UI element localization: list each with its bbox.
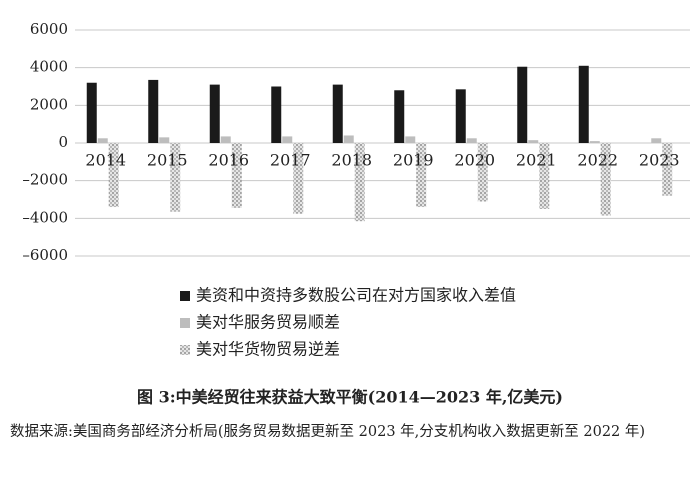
- bar: [220, 136, 231, 143]
- bar: [578, 65, 589, 143]
- bar: [170, 143, 181, 212]
- bar: [600, 143, 611, 216]
- x-tick-label: 2018: [331, 151, 372, 170]
- bar: [455, 89, 466, 143]
- bar: [108, 143, 119, 208]
- x-tick-label: 2017: [270, 151, 311, 170]
- bar: [466, 138, 477, 143]
- x-tick-label: 2014: [85, 151, 126, 170]
- bar: [282, 136, 293, 143]
- y-tick-label: –2000: [22, 171, 68, 189]
- bar: [662, 143, 673, 196]
- bar: [343, 135, 354, 143]
- legend-label: 美资和中资持多数股公司在对方国家收入差值: [196, 286, 516, 305]
- bar: [528, 140, 539, 143]
- x-tick-label: 2022: [577, 151, 618, 170]
- bar: [148, 79, 159, 143]
- bar: [416, 143, 427, 208]
- bar: [517, 66, 528, 143]
- bar: [97, 138, 108, 143]
- y-tick-label: –6000: [22, 246, 68, 264]
- legend-label: 美对华货物贸易逆差: [196, 340, 340, 359]
- bar: [293, 143, 304, 214]
- legend-swatch: [180, 345, 190, 355]
- bar: [539, 143, 550, 209]
- bar: [394, 90, 405, 143]
- source-note: 数据来源:美国商务部经济分析局(服务贸易数据更新至 2023 年,分支机构收入数…: [10, 424, 646, 440]
- y-tick-label: –4000: [22, 208, 68, 226]
- legend-label: 美对华服务贸易顺差: [196, 313, 340, 332]
- bar: [405, 136, 416, 143]
- bar: [231, 143, 242, 208]
- y-tick-label: 6000: [30, 20, 68, 38]
- legend-swatch: [180, 318, 190, 328]
- chart: 图 3:中美经贸往来获益大致平衡(2014—2023 年,亿美元) –6000 –…: [22, 20, 690, 407]
- x-tick-label: 2023: [639, 151, 680, 170]
- y-tick-label: 4000: [30, 58, 68, 76]
- bar: [86, 82, 97, 143]
- y-tick-label: 2000: [30, 95, 68, 113]
- x-tick-label: 2016: [208, 151, 249, 170]
- bar: [651, 138, 662, 143]
- y-tick-label: 0: [58, 133, 68, 151]
- bar: [209, 84, 220, 143]
- bar: [271, 86, 282, 143]
- x-tick-label: 2019: [393, 151, 434, 170]
- bar: [354, 143, 365, 222]
- chart-title: 图 3:中美经贸往来获益大致平衡(2014—2023 年,亿美元): [137, 388, 563, 407]
- bar: [332, 84, 343, 143]
- bar: [159, 137, 170, 143]
- x-tick-label: 2021: [516, 151, 557, 170]
- bar: [589, 141, 600, 143]
- x-tick-label: 2015: [147, 151, 188, 170]
- x-tick-label: 2020: [454, 151, 495, 170]
- bar: [477, 143, 488, 202]
- legend-swatch: [180, 291, 190, 301]
